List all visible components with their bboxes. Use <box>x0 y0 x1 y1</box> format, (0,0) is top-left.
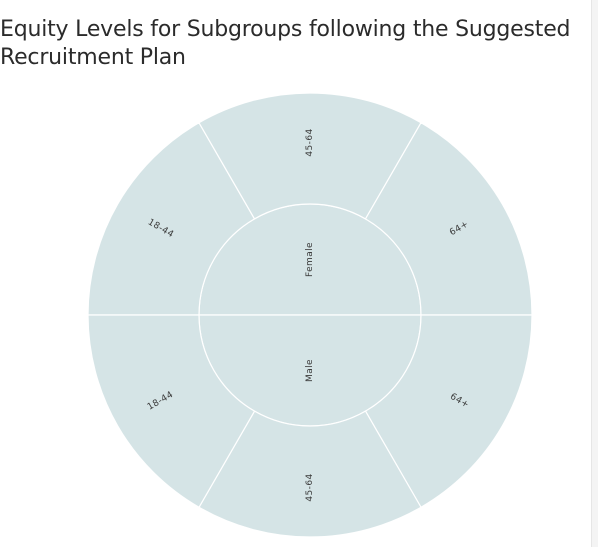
outer-segment-male-18-44 <box>87 314 256 509</box>
window-edge <box>591 0 598 547</box>
chart-title: Equity Levels for Subgroups following th… <box>0 17 571 70</box>
outer-label-female-45-64: 45-64 <box>305 128 315 156</box>
outer-segment-female-18-44 <box>87 121 256 316</box>
outer-segment-female-45-64 <box>198 92 422 220</box>
outer-segment-male-64 <box>364 314 533 509</box>
inner-ring <box>198 203 422 427</box>
outer-label-male-45-64: 45-64 <box>305 473 315 501</box>
outer-segment-female-64 <box>364 121 533 316</box>
outer-ring <box>87 92 533 538</box>
outer-segment-male-45-64 <box>198 410 422 538</box>
inner-label-male: Male <box>305 359 315 382</box>
inner-label-female: Female <box>305 242 315 277</box>
